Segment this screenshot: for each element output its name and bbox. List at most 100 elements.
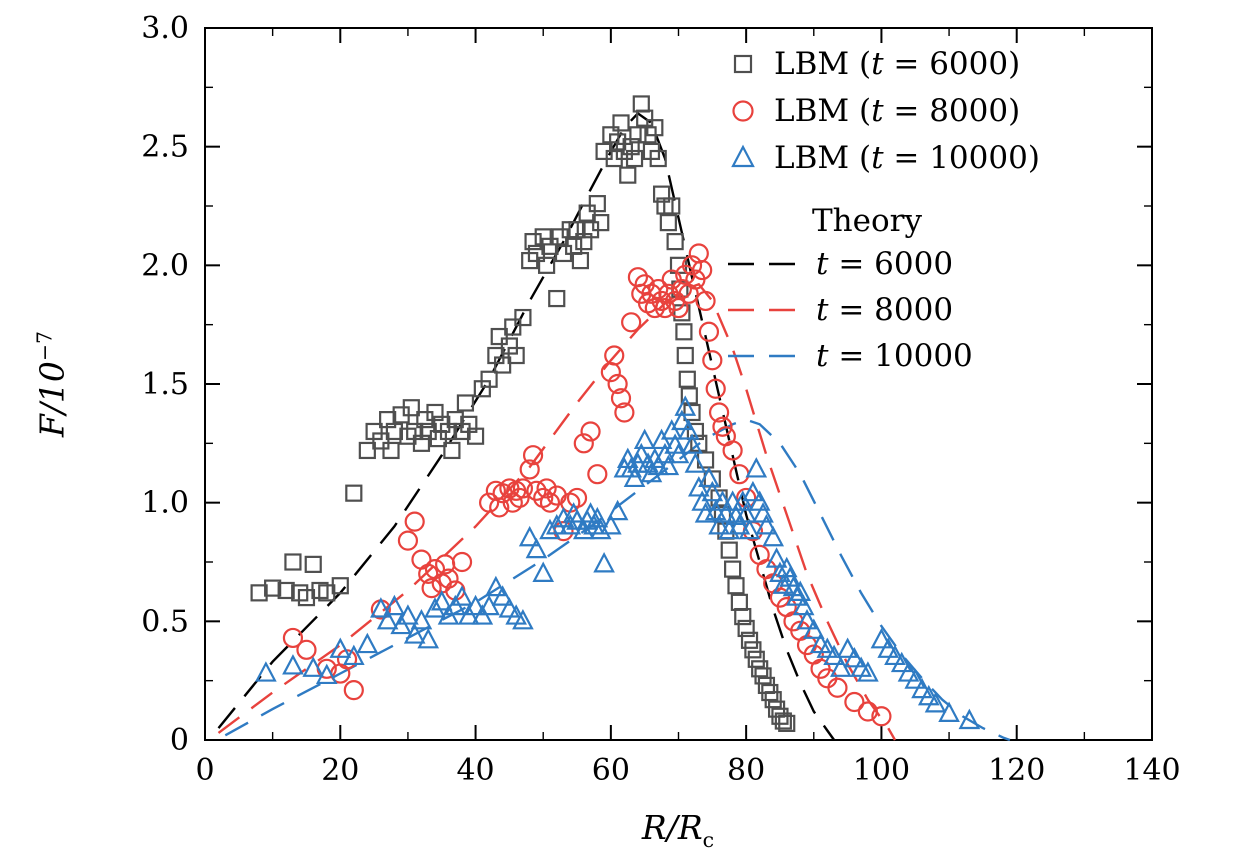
square-marker-icon	[625, 149, 644, 168]
triangle-marker-icon	[623, 466, 646, 488]
triangle-marker-icon	[701, 480, 724, 502]
triangle-marker-icon	[342, 644, 365, 666]
square-marker-icon	[345, 484, 363, 502]
square-marker-icon	[514, 308, 532, 327]
triangle-marker-icon	[532, 561, 555, 582]
triangle-marker-icon	[924, 692, 947, 713]
circle-marker-icon	[610, 388, 632, 409]
square-marker-icon	[734, 607, 752, 626]
square-marker-icon	[619, 166, 637, 184]
square-marker-icon	[507, 346, 525, 365]
y-tick-label: 3.0	[141, 11, 189, 46]
scatter-series-square	[250, 95, 796, 732]
triangle-marker-icon	[796, 608, 818, 630]
triangle-marker-icon	[403, 623, 426, 644]
circle-marker-icon	[644, 297, 665, 319]
y-tick-label: 0	[170, 723, 189, 758]
dashed-line-icon	[728, 262, 800, 266]
circle-marker-icon	[509, 487, 530, 509]
circle-marker-icon	[729, 464, 750, 485]
triangle-marker-icon	[958, 708, 981, 730]
triangle-marker-icon	[485, 575, 507, 597]
x-tick-label: 40	[456, 753, 494, 788]
triangle-marker-icon	[410, 608, 433, 630]
circle-marker-icon	[404, 511, 425, 532]
triangle-marker-icon	[370, 597, 392, 618]
square-marker-icon	[683, 403, 701, 422]
triangle-marker-icon	[315, 663, 338, 685]
square-marker-icon	[724, 560, 742, 578]
circle-marker-icon	[692, 259, 713, 281]
circle-marker-icon	[438, 568, 459, 589]
circle-marker-icon	[654, 297, 676, 319]
square-marker-icon	[402, 399, 420, 417]
triangle-marker-icon	[505, 604, 527, 625]
circle-marker-icon	[604, 345, 625, 366]
triangle-marker-icon	[383, 594, 406, 616]
circle-marker-icon	[732, 99, 754, 122]
square-marker-icon	[592, 214, 610, 232]
square-marker-icon	[747, 650, 765, 668]
circle-marker-icon	[539, 492, 561, 513]
triangle-marker-icon	[606, 499, 629, 521]
triangle-marker-icon	[633, 428, 656, 450]
dashed-line-icon	[728, 354, 800, 358]
circle-marker-icon	[648, 278, 669, 300]
square-marker-icon	[764, 691, 782, 709]
square-marker-icon	[778, 714, 796, 732]
triangle-marker-icon	[843, 646, 866, 668]
legend-theory-title: Theory	[812, 203, 922, 239]
x-tick-label: 20	[321, 753, 359, 788]
triangle-marker-icon	[884, 644, 906, 666]
legend-item-label: LBM (t = 10000)	[774, 139, 1040, 176]
square-marker-icon	[774, 712, 792, 730]
circle-marker-icon	[282, 627, 304, 649]
legend-item: LBM (t = 6000)	[726, 40, 1040, 87]
triangle-marker-icon	[498, 597, 521, 618]
triangle-marker-icon	[593, 552, 615, 573]
square-marker-icon	[331, 577, 349, 595]
square-marker-icon	[524, 233, 542, 251]
square-marker-icon	[740, 631, 759, 649]
circle-marker-icon	[607, 373, 628, 395]
circle-marker-icon	[722, 440, 743, 461]
circle-marker-icon	[526, 480, 547, 501]
triangle-marker-icon	[917, 684, 940, 706]
square-marker-icon	[636, 109, 654, 127]
circle-marker-icon	[343, 680, 364, 701]
square-marker-icon	[277, 581, 295, 600]
square-marker-icon	[744, 641, 762, 659]
circle-marker-icon	[708, 402, 730, 423]
circle-marker-icon	[566, 487, 588, 509]
scatter-series-triangle	[255, 395, 981, 730]
x-tick-label: 80	[727, 753, 765, 788]
triangle-marker-icon	[329, 637, 352, 658]
y-tick-label: 2.5	[141, 130, 189, 165]
y-tick-label: 1.5	[141, 367, 189, 402]
triangle-marker-icon	[772, 573, 795, 594]
square-marker-icon	[588, 195, 606, 213]
legend-theory-section: t = 6000 t = 8000 t = 10000	[726, 241, 1040, 379]
square-marker-icon	[710, 489, 728, 507]
square-marker-icon	[456, 394, 475, 412]
legend-item: LBM (t = 8000)	[726, 87, 1040, 134]
circle-marker-icon	[573, 433, 594, 454]
triangle-marker-icon	[356, 632, 379, 654]
triangle-marker-icon	[417, 627, 440, 649]
triangle-marker-icon	[681, 433, 703, 454]
circle-marker-icon	[512, 478, 534, 499]
triangle-marker-icon	[738, 518, 761, 540]
x-tick-label: 140	[1123, 753, 1180, 788]
square-marker-icon	[652, 185, 671, 203]
square-marker-icon	[632, 95, 650, 113]
triangle-marker-icon	[630, 442, 653, 464]
triangle-marker-icon	[728, 514, 751, 535]
triangle-marker-icon	[302, 656, 325, 677]
square-marker-icon	[612, 114, 630, 132]
triangle-marker-icon	[857, 661, 879, 682]
circle-marker-icon	[658, 283, 679, 304]
square-marker-icon	[385, 422, 403, 441]
triangle-marker-icon	[552, 506, 575, 528]
triangle-marker-icon	[904, 668, 927, 689]
